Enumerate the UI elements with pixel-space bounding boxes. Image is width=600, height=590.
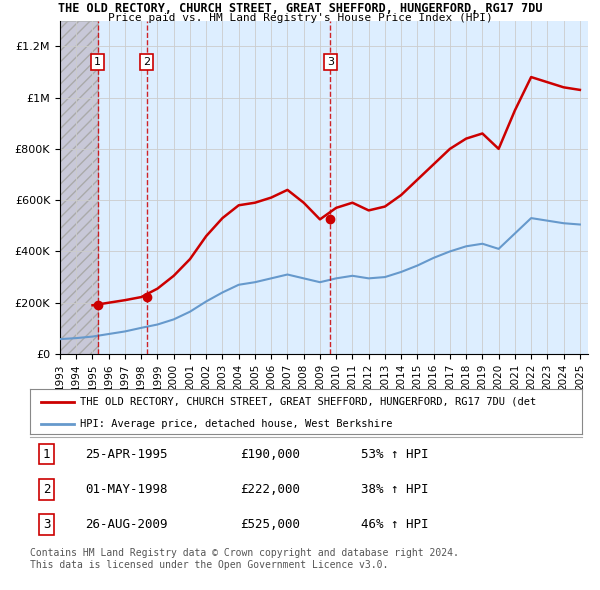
Text: £190,000: £190,000 <box>240 448 300 461</box>
Text: 3: 3 <box>43 518 50 531</box>
Text: 2: 2 <box>43 483 50 496</box>
Text: 26-AUG-2009: 26-AUG-2009 <box>85 518 168 531</box>
Text: THE OLD RECTORY, CHURCH STREET, GREAT SHEFFORD, HUNGERFORD, RG17 7DU: THE OLD RECTORY, CHURCH STREET, GREAT SH… <box>58 2 542 15</box>
Text: HPI: Average price, detached house, West Berkshire: HPI: Average price, detached house, West… <box>80 419 392 429</box>
Text: £525,000: £525,000 <box>240 518 300 531</box>
Text: £222,000: £222,000 <box>240 483 300 496</box>
Text: 53% ↑ HPI: 53% ↑ HPI <box>361 448 428 461</box>
Text: 25-APR-1995: 25-APR-1995 <box>85 448 168 461</box>
Text: 01-MAY-1998: 01-MAY-1998 <box>85 483 168 496</box>
Text: 1: 1 <box>94 57 101 67</box>
Text: 2: 2 <box>143 57 150 67</box>
Text: 38% ↑ HPI: 38% ↑ HPI <box>361 483 428 496</box>
Text: Price paid vs. HM Land Registry's House Price Index (HPI): Price paid vs. HM Land Registry's House … <box>107 13 493 23</box>
Text: THE OLD RECTORY, CHURCH STREET, GREAT SHEFFORD, HUNGERFORD, RG17 7DU (det: THE OLD RECTORY, CHURCH STREET, GREAT SH… <box>80 397 536 407</box>
Text: 3: 3 <box>327 57 334 67</box>
Text: 46% ↑ HPI: 46% ↑ HPI <box>361 518 428 531</box>
Text: Contains HM Land Registry data © Crown copyright and database right 2024.
This d: Contains HM Land Registry data © Crown c… <box>30 548 459 570</box>
Bar <box>60 21 98 354</box>
Text: 1: 1 <box>43 448 50 461</box>
